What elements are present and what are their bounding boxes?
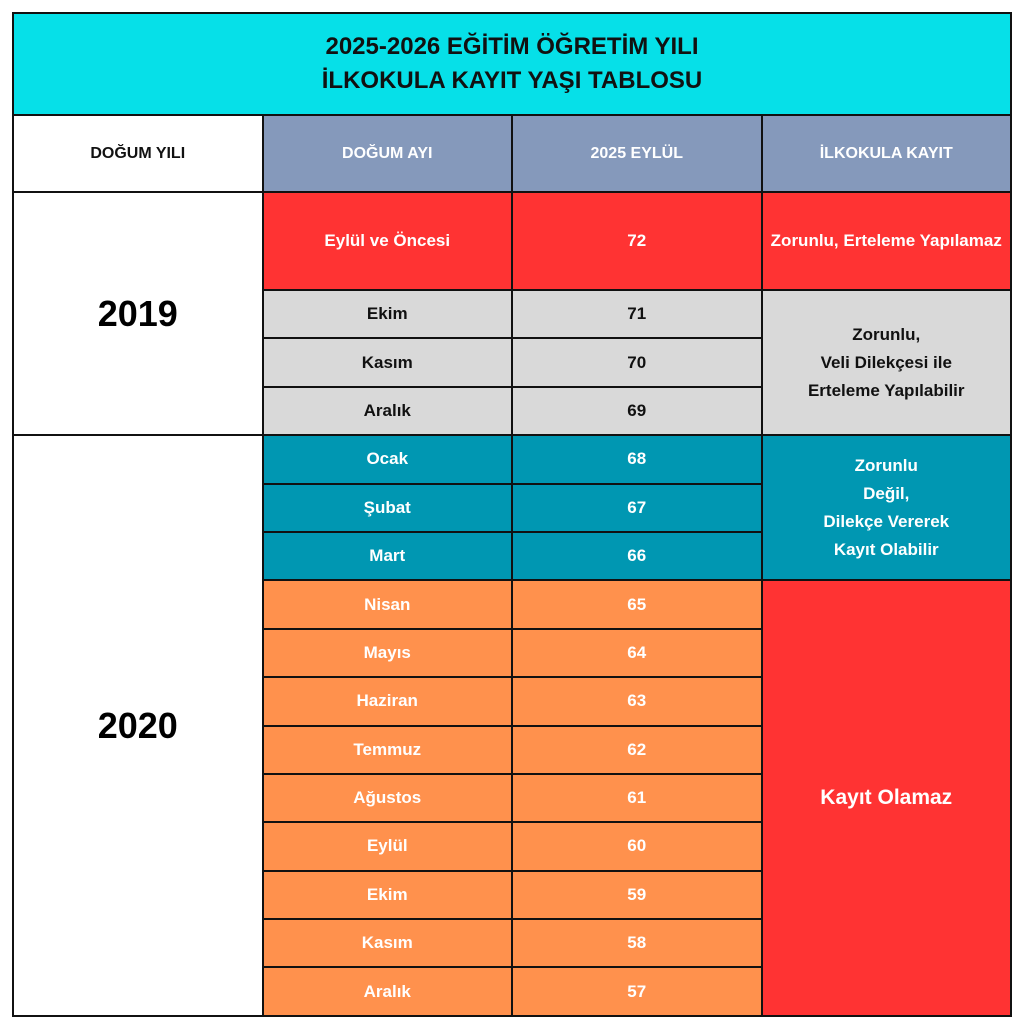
table-row: Ağustos 61	[13, 772, 1011, 824]
age-months-cell: 59	[511, 869, 763, 921]
status-line: Zorunlu, Erteleme Yapılamaz	[770, 231, 1002, 250]
birth-month-cell: Eylül ve Öncesi	[261, 191, 513, 291]
birth-month-cell: Aralık	[261, 966, 513, 1017]
birth-month-cell: Ekim	[261, 869, 513, 921]
table-row: 2020 Ocak 68 Zorunlu Değil, Dilekçe Vererek Ka…	[12, 434, 1012, 1017]
age-months-cell: 65	[511, 579, 763, 630]
birth-month-cell: Aralık	[261, 385, 513, 437]
birth-year-cell: 2019	[12, 190, 264, 437]
table-row: Ekim 71 Zorunlu, Veli Dilekçesi ile Erteleme…	[13, 288, 1012, 437]
age-months-cell: 61	[511, 772, 763, 824]
table-row: Mayıs 64	[13, 627, 1011, 679]
age-months-cell: 69	[511, 385, 763, 437]
header-enrollment: İLKOKULA KAYIT	[760, 114, 1012, 193]
age-months-cell: 67	[511, 482, 763, 533]
status-line: Değil,	[863, 483, 910, 503]
age-months-cell: 71	[511, 288, 763, 340]
table-row: Aralık 69	[13, 385, 1011, 437]
birth-month-cell: Şubat	[261, 482, 513, 533]
age-months-cell: 62	[511, 724, 763, 775]
age-months-cell: 70	[511, 337, 763, 388]
table-row: Aralık 57	[13, 966, 1011, 1017]
table-row: 2019 Eylül ve Öncesi 72 Zorunlu, Erteleme Y…	[12, 190, 1012, 437]
birth-month-cell: Nisan	[261, 579, 513, 630]
age-months-cell: 64	[511, 627, 763, 679]
status-line: Zorunlu	[854, 455, 918, 475]
age-months-cell: 72	[511, 191, 763, 291]
table-row: Eylül 60	[13, 821, 1011, 872]
enrollment-status-cell: Zorunlu Değil, Dilekçe Vererek Kayıt Olabil…	[760, 434, 1012, 582]
table-row: Temmuz 62	[13, 724, 1011, 775]
header-birth-year: DOĞUM YILI	[12, 114, 264, 193]
enrollment-age-table: 2025-2026 EĞİTİM ÖĞRETİM YILI İLKOKULA K…	[12, 12, 1012, 1017]
title-line-1: 2025-2026 EĞİTİM ÖĞRETİM YILI	[325, 33, 699, 60]
header-age-sept: 2025 EYLÜL	[511, 114, 763, 193]
birth-month-cell: Eylül	[261, 821, 513, 872]
status-line: Dilekçe Vererek	[823, 511, 950, 531]
age-months-cell: 60	[511, 821, 763, 872]
enrollment-status-cell: Zorunlu, Veli Dilekçesi ile Erteleme Yapıl…	[760, 288, 1012, 437]
table-row: Kasım 70	[13, 337, 1011, 388]
age-months-cell: 68	[511, 434, 763, 485]
status-line: Kayıt Olabilir	[833, 539, 939, 559]
status-line: Kayıt Olamaz	[820, 786, 953, 810]
status-line: Veli Dilekçesi ile	[820, 352, 952, 372]
table-row: Nisan 65 Kayıt Olamaz	[13, 579, 1012, 1017]
header-birth-month: DOĞUM AYI	[261, 114, 513, 193]
enrollment-status-cell: Kayıt Olamaz	[760, 579, 1012, 1017]
age-months-cell: 57	[511, 966, 763, 1017]
birth-month-cell: Kasım	[261, 337, 513, 388]
table-row: Kasım 58	[13, 918, 1011, 969]
title-line-2: İLKOKULA KAYIT YAŞI TABLOSU	[321, 67, 703, 94]
enrollment-status-cell: Zorunlu, Erteleme Yapılamaz	[760, 191, 1012, 291]
table-row: Şubat 67	[13, 482, 1011, 533]
birth-month-cell: Ekim	[261, 288, 513, 340]
birth-month-cell: Ağustos	[261, 772, 513, 824]
birth-month-cell: Mayıs	[261, 627, 513, 679]
birth-month-cell: Kasım	[261, 918, 513, 969]
birth-month-cell: Haziran	[261, 676, 513, 727]
age-months-cell: 66	[511, 530, 763, 582]
birth-month-cell: Mart	[261, 530, 513, 582]
birth-month-cell: Temmuz	[261, 724, 513, 775]
age-months-cell: 58	[511, 918, 763, 969]
age-months-cell: 63	[511, 676, 763, 727]
table-row: Haziran 63	[13, 676, 1011, 727]
table-row: Mart 66	[13, 530, 1011, 582]
birth-month-cell: Ocak	[261, 434, 513, 485]
table-row: Ekim 59	[13, 869, 1011, 921]
table-title: 2025-2026 EĞİTİM ÖĞRETİM YILI İLKOKULA K…	[12, 12, 1012, 116]
status-line: Erteleme Yapılabilir	[807, 380, 965, 400]
status-line: Zorunlu,	[852, 324, 921, 344]
birth-year-cell: 2020	[12, 434, 264, 1017]
